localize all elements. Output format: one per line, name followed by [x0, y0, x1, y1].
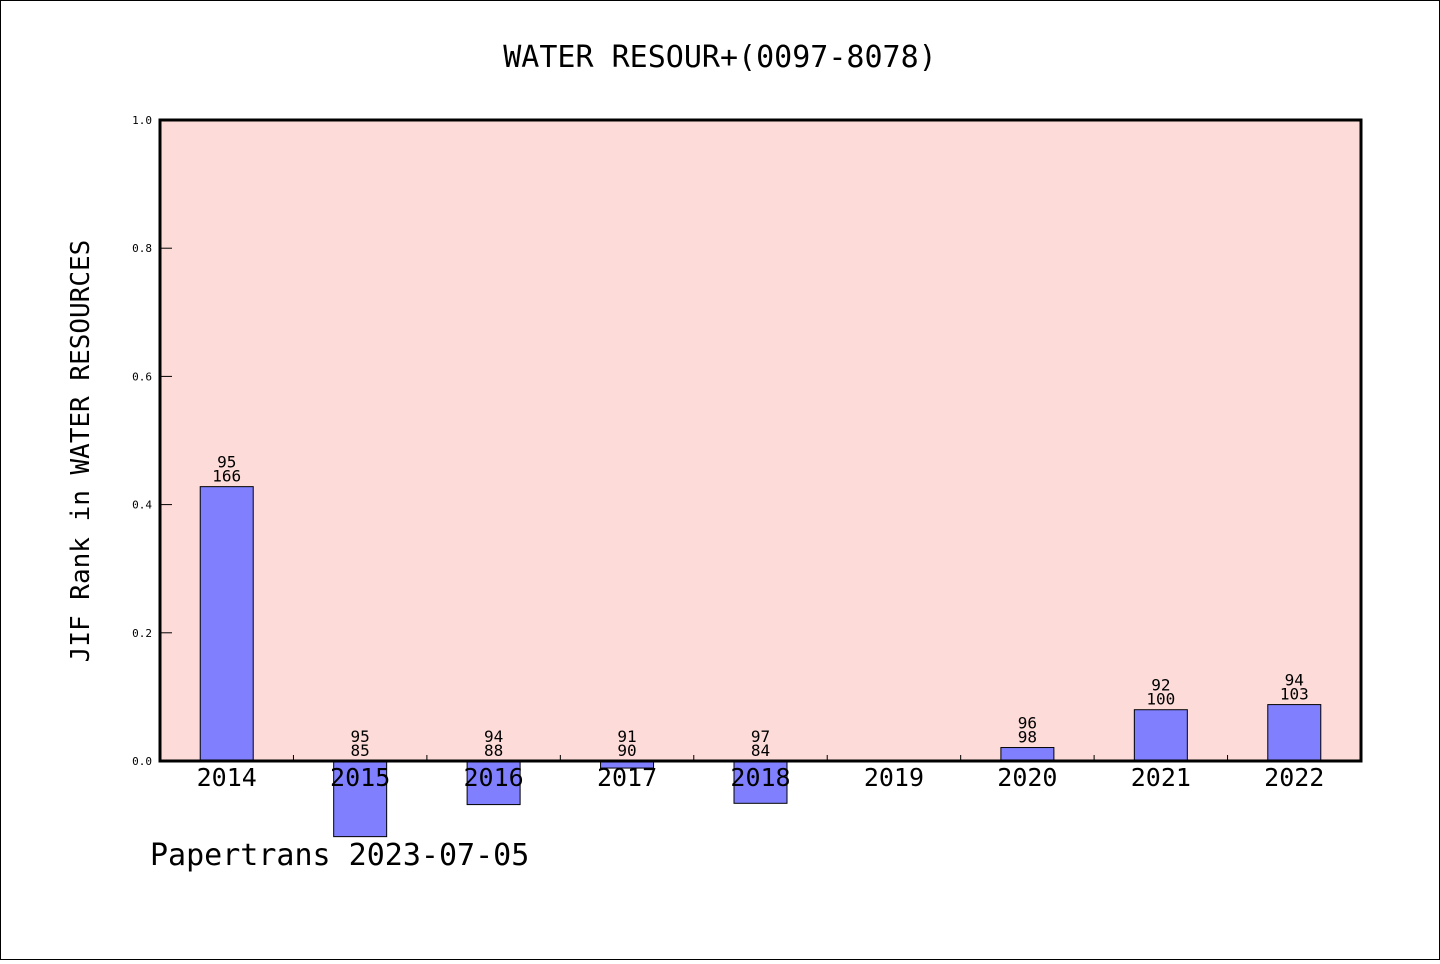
- y-tick-label-2: 0.4: [132, 499, 152, 512]
- x-axis: 2014 2015 2016 2017 2018 2019 2020 2021 2022: [197, 755, 1324, 792]
- bar-label-rank-2021: 92: [1151, 676, 1170, 695]
- bar-2015: [333, 760, 388, 838]
- bar-label-rank-2018: 97: [751, 727, 770, 746]
- x-tick-label-2021: 2021: [1131, 763, 1191, 792]
- bar-label-total-2015: 85: [351, 741, 370, 760]
- y-tick-label-1: 0.2: [132, 627, 152, 640]
- x-tick-label-2016: 2016: [464, 763, 524, 792]
- x-tick-label-2017: 2017: [597, 763, 657, 792]
- y-tick-label-3: 0.6: [132, 370, 152, 383]
- footer-text: Papertrans 2023-07-05: [150, 838, 529, 873]
- bar-label-rank-2020: 96: [1018, 714, 1037, 733]
- x-tick-label-2018: 2018: [730, 763, 790, 792]
- y-axis: 0.0 0.2 0.4 0.6 0.8 1.0: [132, 114, 172, 768]
- x-tick-label-2015: 2015: [330, 763, 390, 792]
- bar-label-rank-2017: 91: [617, 727, 636, 746]
- bar-label-total-2018: 84: [751, 741, 770, 760]
- bar-2018: [733, 760, 788, 804]
- bar-label-total-2017: 90: [617, 741, 636, 760]
- plot-area: [160, 120, 1361, 761]
- bar-2021: [1133, 709, 1188, 762]
- x-tick-label-2020: 2020: [997, 763, 1057, 792]
- bar-label-rank-2015: 95: [351, 727, 370, 746]
- y-tick-label-0: 0.0: [132, 755, 152, 768]
- bar-label-total-2021: 100: [1146, 690, 1175, 709]
- bar-label-total-2014: 166: [212, 467, 241, 486]
- bar-2022: [1267, 704, 1322, 762]
- x-tick-label-2022: 2022: [1264, 763, 1324, 792]
- bar-label-rank-2016: 94: [484, 727, 503, 746]
- bar-label-total-2022: 103: [1280, 685, 1309, 704]
- bar-label-total-2020: 98: [1018, 728, 1037, 747]
- plot-border: [158, 118, 1363, 763]
- bar-2020: [1000, 747, 1055, 762]
- bar-label-rank-2014: 95: [217, 453, 236, 472]
- y-tick-label-4: 0.8: [132, 242, 152, 255]
- x-tick-label-2014: 2014: [197, 763, 257, 792]
- x-tick-label-2019: 2019: [864, 763, 924, 792]
- bar-label-total-2016: 88: [484, 741, 503, 760]
- bar-label-rank-2022: 94: [1285, 671, 1304, 690]
- bar-2014: [199, 486, 254, 762]
- y-axis-label: JIF Rank in WATER RESOURCES: [66, 240, 96, 663]
- chart-title: WATER RESOUR+(0097-8078): [503, 40, 936, 75]
- y-tick-label-5: 1.0: [132, 114, 152, 127]
